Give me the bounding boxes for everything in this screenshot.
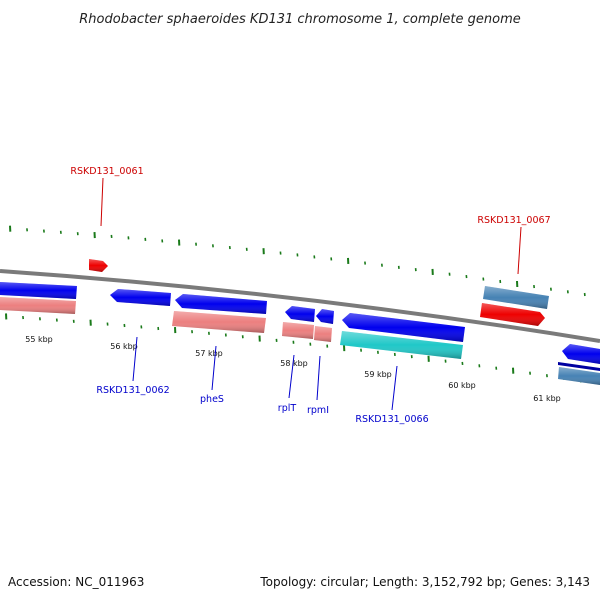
tick-label: 58 kbp: [280, 359, 308, 368]
feature-shade: [110, 289, 171, 306]
chromosome-backbone: [0, 269, 600, 343]
feature-shade: [175, 294, 267, 314]
map-title: Rhodobacter sphaeroides KD131 chromosome…: [79, 12, 520, 27]
leader-line: [391, 365, 398, 411]
tick-labels: 55 kbp 56 kbp 57 kbp 58 kbp 59 kbp 60 kb…: [25, 335, 561, 403]
label-leaders: [100, 177, 522, 411]
leader-line: [100, 177, 104, 227]
gene-label[interactable]: rpmI: [307, 405, 329, 416]
tick-label: 57 kbp: [195, 349, 223, 358]
gene-label[interactable]: rplT: [278, 403, 297, 414]
gene-label[interactable]: pheS: [200, 394, 224, 405]
feature-shade: [480, 303, 545, 326]
gene-labels: RSKD131_0061 RSKD131_0067 RSKD131_0062 p…: [70, 166, 550, 425]
feature-shade: [483, 286, 549, 309]
gene-label[interactable]: RSKD131_0062: [96, 385, 169, 396]
tick-label: 55 kbp: [25, 335, 53, 344]
leader-line: [316, 355, 321, 401]
feature-shade: [172, 311, 266, 333]
feature-shading: [0, 259, 600, 385]
feature-shade: [282, 322, 314, 339]
gene-label[interactable]: RSKD131_0061: [70, 166, 143, 177]
leader-line: [288, 354, 295, 399]
feature-shadow: [558, 362, 600, 371]
feature-shade: [316, 309, 334, 324]
leader-line: [132, 336, 138, 382]
feature-shade: [0, 282, 77, 299]
tick-label: 59 kbp: [364, 370, 392, 379]
gene-label[interactable]: RSKD131_0066: [355, 414, 428, 425]
outer-tick-ring: [9, 225, 586, 297]
feature-shade: [285, 306, 315, 322]
feature-shade: [340, 331, 463, 359]
tick-label: 61 kbp: [533, 394, 561, 403]
feature-shade: [89, 259, 108, 272]
feature-shade: [562, 344, 600, 364]
leader-line: [517, 226, 522, 275]
tick-label: 56 kbp: [110, 342, 138, 351]
feature-shade: [558, 367, 600, 385]
feature-shade: [342, 313, 465, 342]
accession-text: Accession: NC_011963: [8, 575, 145, 589]
gene-label[interactable]: RSKD131_0067: [477, 215, 550, 226]
tick-label: 60 kbp: [448, 381, 476, 390]
feature-shade: [0, 297, 76, 314]
feature-shade: [314, 326, 332, 342]
genome-summary-text: Topology: circular; Length: 3,152,792 bp…: [260, 575, 590, 589]
leader-line: [211, 345, 217, 391]
